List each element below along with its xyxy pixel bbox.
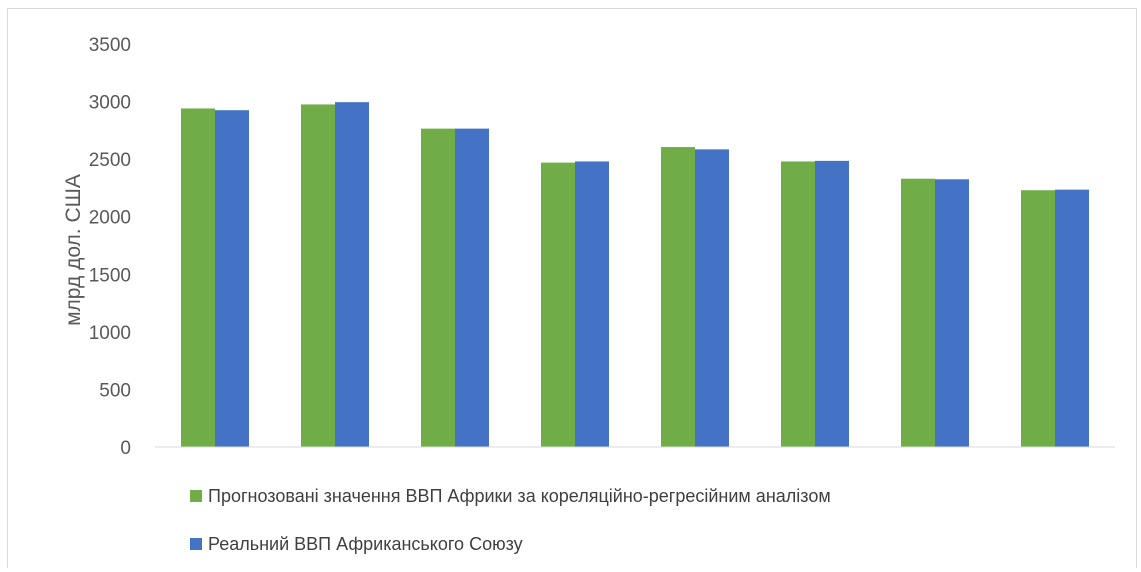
y-tick-label-6: 3000 [89,93,131,114]
bars [181,102,1089,448]
y-tick-label-0: 0 [120,438,131,459]
y-axis-label: млрд дол. США [62,174,85,326]
y-axis-ticks: 0 500 1000 1500 2000 2500 3000 3500 [89,35,131,459]
bar-series-1-cat-3 [575,161,609,447]
bar-series-1-cat-4 [695,149,729,447]
legend: Прогнозовані значення ВВП Африки за коре… [190,486,831,554]
bar-series-0-cat-6 [901,178,935,447]
bar-series-0-cat-5 [781,161,815,447]
bar-series-1-cat-1 [335,102,369,447]
bar-series-1-cat-7 [1055,189,1089,448]
bar-series-0-cat-4 [661,147,695,447]
y-tick-label-5: 2500 [89,150,131,171]
bar-series-1-cat-6 [935,179,969,448]
bar-series-1-cat-0 [215,110,249,447]
bar-series-0-cat-1 [301,104,335,447]
bar-series-0-cat-3 [541,162,575,447]
legend-swatch-actual [190,538,202,550]
bar-series-0-cat-2 [421,128,455,447]
chart-frame [7,8,1137,568]
legend-swatch-forecast [190,490,202,502]
y-tick-label-2: 1000 [89,323,131,344]
bar-series-0-cat-7 [1021,190,1055,447]
bar-series-1-cat-5 [815,160,849,447]
y-tick-label-1: 500 [99,380,131,401]
y-tick-label-4: 2000 [89,208,131,229]
legend-label-forecast: Прогнозовані значення ВВП Африки за коре… [208,486,831,506]
legend-label-actual: Реальний ВВП Африканського Союзу [208,534,523,554]
bar-series-0-cat-0 [181,108,215,447]
bar-series-1-cat-2 [455,128,489,447]
y-tick-label-3: 1500 [89,265,131,286]
y-tick-label-7: 3500 [89,35,131,56]
